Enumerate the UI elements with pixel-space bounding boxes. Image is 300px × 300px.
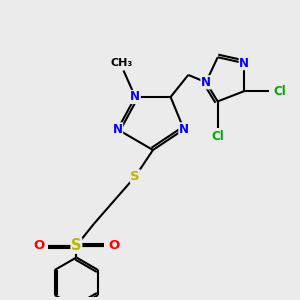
Text: CH₃: CH₃: [111, 58, 133, 68]
Text: N: N: [112, 123, 123, 136]
Text: O: O: [33, 239, 45, 252]
Text: Cl: Cl: [211, 130, 224, 143]
Text: N: N: [239, 57, 249, 70]
Text: S: S: [130, 170, 140, 183]
Text: N: N: [179, 123, 189, 136]
Text: O: O: [108, 239, 119, 252]
Text: N: N: [201, 76, 211, 89]
Text: N: N: [130, 91, 140, 103]
Text: S: S: [71, 238, 82, 253]
Text: Cl: Cl: [273, 85, 286, 98]
